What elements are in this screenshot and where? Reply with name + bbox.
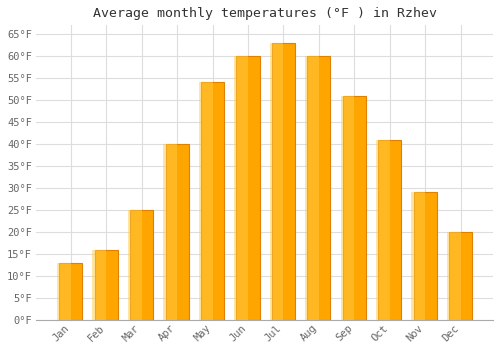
Bar xyxy=(414,193,437,320)
Bar xyxy=(94,250,118,320)
Bar xyxy=(272,43,295,320)
Bar xyxy=(270,43,283,320)
Bar xyxy=(164,144,177,320)
Bar xyxy=(166,144,188,320)
Bar xyxy=(57,263,70,320)
Bar xyxy=(308,56,330,320)
Bar xyxy=(378,140,402,320)
Bar xyxy=(449,232,472,320)
Bar xyxy=(412,193,426,320)
Bar xyxy=(343,96,366,320)
Bar xyxy=(236,56,260,320)
Bar xyxy=(234,56,248,320)
Bar xyxy=(130,210,153,320)
Bar xyxy=(128,210,141,320)
Bar xyxy=(59,263,82,320)
Title: Average monthly temperatures (°F ) in Rzhev: Average monthly temperatures (°F ) in Rz… xyxy=(92,7,436,20)
Bar xyxy=(92,250,106,320)
Bar xyxy=(447,232,461,320)
Bar xyxy=(198,83,212,320)
Bar xyxy=(201,83,224,320)
Bar xyxy=(305,56,319,320)
Bar xyxy=(340,96,354,320)
Bar xyxy=(376,140,390,320)
